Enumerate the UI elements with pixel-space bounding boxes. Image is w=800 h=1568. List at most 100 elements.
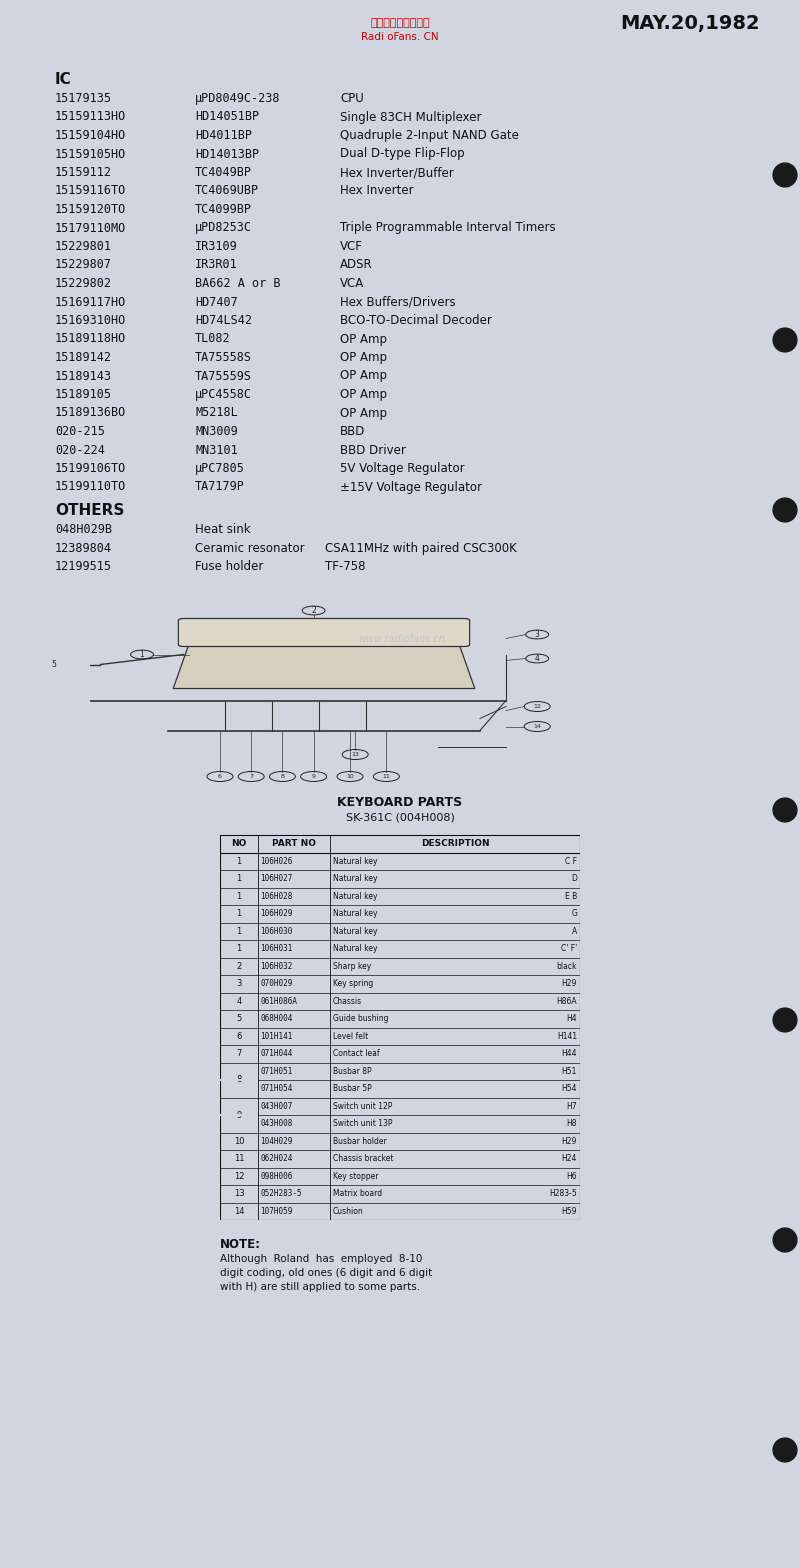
Text: Dual D-type Flip-Flop: Dual D-type Flip-Flop <box>340 147 465 160</box>
Text: G: G <box>571 909 577 919</box>
Text: TF-758: TF-758 <box>325 560 366 572</box>
Text: TA7179P: TA7179P <box>195 480 245 494</box>
Text: μPD8253C: μPD8253C <box>195 221 252 235</box>
Text: HD4011BP: HD4011BP <box>195 129 252 143</box>
Text: 11: 11 <box>234 1154 244 1163</box>
Text: 1: 1 <box>236 944 242 953</box>
Text: MN3009: MN3009 <box>195 425 238 437</box>
Text: Single 83CH Multiplexer: Single 83CH Multiplexer <box>340 110 482 124</box>
Text: Ceramic resonator: Ceramic resonator <box>195 541 305 555</box>
Text: digit coding, old ones (6 digit and 6 digit: digit coding, old ones (6 digit and 6 di… <box>220 1269 432 1278</box>
Text: HD14013BP: HD14013BP <box>195 147 259 160</box>
Text: OP Amp: OP Amp <box>340 351 387 364</box>
Circle shape <box>773 798 797 822</box>
Text: 12389804: 12389804 <box>55 541 112 555</box>
Text: 8: 8 <box>281 775 284 779</box>
Text: 15179135: 15179135 <box>55 93 112 105</box>
Text: Sharp key: Sharp key <box>333 961 371 971</box>
Text: BBD Driver: BBD Driver <box>340 444 406 456</box>
Text: 052H283-5: 052H283-5 <box>260 1189 302 1198</box>
Text: H8: H8 <box>566 1120 577 1129</box>
Text: HD14051BP: HD14051BP <box>195 110 259 124</box>
Text: Busbar 8P: Busbar 8P <box>333 1066 372 1076</box>
Text: 15159112: 15159112 <box>55 166 112 179</box>
Text: 9: 9 <box>236 1110 242 1120</box>
Circle shape <box>773 163 797 187</box>
Text: 15189143: 15189143 <box>55 370 112 383</box>
Text: 107H059: 107H059 <box>260 1207 292 1215</box>
Text: Switch unit 13P: Switch unit 13P <box>333 1120 393 1129</box>
Text: with H) are still applied to some parts.: with H) are still applied to some parts. <box>220 1283 420 1292</box>
Text: H29: H29 <box>562 1137 577 1146</box>
Text: C' F': C' F' <box>561 944 577 953</box>
Text: 071H051: 071H051 <box>260 1066 292 1076</box>
Text: 3: 3 <box>236 980 242 988</box>
Text: 1: 1 <box>140 651 144 659</box>
Text: HD74LS42: HD74LS42 <box>195 314 252 328</box>
Text: Although  Roland  has  employed  8-10: Although Roland has employed 8-10 <box>220 1254 422 1264</box>
Text: Natural key: Natural key <box>333 856 378 866</box>
Text: 6: 6 <box>218 775 222 779</box>
Text: 106H032: 106H032 <box>260 961 292 971</box>
Text: 106H031: 106H031 <box>260 944 292 953</box>
Text: 106H027: 106H027 <box>260 875 292 883</box>
Text: 15199106TO: 15199106TO <box>55 463 126 475</box>
Text: TA75559S: TA75559S <box>195 370 252 383</box>
Text: 15229802: 15229802 <box>55 278 112 290</box>
Text: BBD: BBD <box>340 425 366 437</box>
Text: A: A <box>572 927 577 936</box>
Text: H6: H6 <box>566 1171 577 1181</box>
Text: 106H026: 106H026 <box>260 856 292 866</box>
Text: Key stopper: Key stopper <box>333 1171 378 1181</box>
Text: 13: 13 <box>351 753 359 757</box>
Text: Quadruple 2-Input NAND Gate: Quadruple 2-Input NAND Gate <box>340 129 519 143</box>
Text: 15159116TO: 15159116TO <box>55 185 126 198</box>
Text: 12: 12 <box>234 1171 244 1181</box>
Circle shape <box>773 1008 797 1032</box>
Text: Contact leaf: Contact leaf <box>333 1049 380 1058</box>
Text: Busbar 5P: Busbar 5P <box>333 1083 372 1093</box>
Text: DESCRIPTION: DESCRIPTION <box>421 839 490 848</box>
Text: D: D <box>571 875 577 883</box>
Text: H54: H54 <box>562 1083 577 1093</box>
Text: Level felt: Level felt <box>333 1032 368 1041</box>
Text: C F: C F <box>565 856 577 866</box>
Text: OP Amp: OP Amp <box>340 332 387 345</box>
Text: 10: 10 <box>234 1137 244 1146</box>
Text: 1: 1 <box>236 909 242 919</box>
Text: MN3101: MN3101 <box>195 444 238 456</box>
Text: μPC4558C: μPC4558C <box>195 387 252 401</box>
Text: 2: 2 <box>236 961 242 971</box>
Text: H86A: H86A <box>556 997 577 1005</box>
Text: Heat sink: Heat sink <box>195 524 250 536</box>
Text: H24: H24 <box>562 1154 577 1163</box>
Text: TC4099BP: TC4099BP <box>195 202 252 216</box>
Text: 15229807: 15229807 <box>55 259 112 271</box>
Text: 15199110TO: 15199110TO <box>55 480 126 494</box>
Text: 15159104HO: 15159104HO <box>55 129 126 143</box>
Text: M5218L: M5218L <box>195 406 238 420</box>
Text: Natural key: Natural key <box>333 892 378 900</box>
Text: NO: NO <box>231 839 246 848</box>
Text: Guide bushing: Guide bushing <box>333 1014 389 1024</box>
Text: TL082: TL082 <box>195 332 230 345</box>
Circle shape <box>773 1228 797 1251</box>
Text: 15179110MO: 15179110MO <box>55 221 126 235</box>
Text: Hex Inverter/Buffer: Hex Inverter/Buffer <box>340 166 454 179</box>
Text: 4: 4 <box>236 997 242 1005</box>
Text: CSA11MHz with paired CSC300K: CSA11MHz with paired CSC300K <box>325 541 517 555</box>
Text: 061H086A: 061H086A <box>260 997 297 1005</box>
Text: ±15V Voltage Regulator: ±15V Voltage Regulator <box>340 480 482 494</box>
Text: 071H054: 071H054 <box>260 1083 292 1093</box>
Text: 15159113HO: 15159113HO <box>55 110 126 124</box>
Text: 5: 5 <box>51 660 56 670</box>
Text: 收音机爱好者资料库: 收音机爱好者资料库 <box>370 17 430 28</box>
Text: 15189118HO: 15189118HO <box>55 332 126 345</box>
Text: H4: H4 <box>566 1014 577 1024</box>
Text: H283-5: H283-5 <box>550 1189 577 1198</box>
Text: SK-361C (004H008): SK-361C (004H008) <box>346 812 454 823</box>
Text: 020-215: 020-215 <box>55 425 105 437</box>
Text: Triple Programmable Interval Timers: Triple Programmable Interval Timers <box>340 221 556 235</box>
Text: μPC7805: μPC7805 <box>195 463 245 475</box>
Text: 106H028: 106H028 <box>260 892 292 900</box>
